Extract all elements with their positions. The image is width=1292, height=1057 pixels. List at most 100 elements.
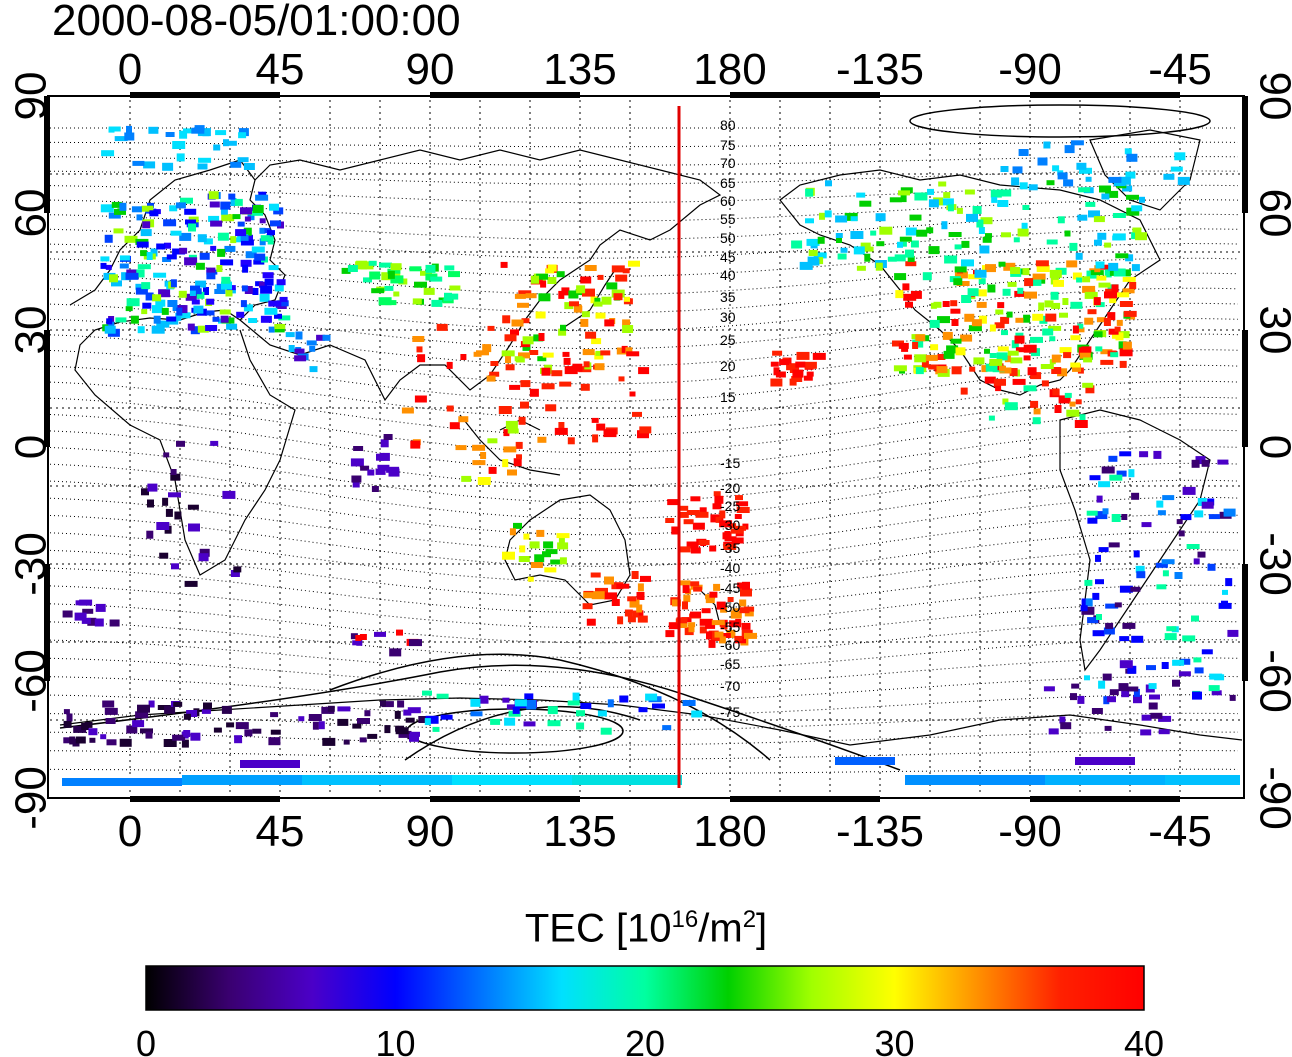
tec-cell — [195, 262, 205, 270]
tec-cell — [183, 128, 192, 134]
tec-cell — [951, 319, 959, 326]
tec-cell — [803, 375, 813, 381]
lon-label-bottom: 135 — [543, 807, 616, 856]
tec-cell — [268, 326, 275, 333]
tec-cell — [542, 352, 554, 358]
tec-cell — [69, 736, 76, 745]
tec-cell — [638, 367, 650, 375]
tec-cell — [203, 702, 212, 710]
tec-cell — [810, 258, 820, 266]
tec-cell — [1076, 277, 1083, 283]
tec-cell — [1133, 688, 1140, 697]
tec-cell — [1087, 517, 1098, 524]
tec-cell — [238, 128, 249, 137]
tec-cell — [243, 163, 255, 170]
tec-cell — [81, 723, 90, 730]
tec-cell — [505, 356, 511, 364]
tec-cell — [905, 301, 913, 308]
tec-cell — [517, 302, 529, 308]
tec-cell — [267, 230, 275, 236]
tec-cell — [1075, 252, 1083, 260]
contour-label: -50 — [720, 599, 740, 615]
tec-cell — [522, 336, 534, 345]
tec-cell — [739, 607, 750, 614]
tec-cell — [540, 280, 547, 288]
tec-cell — [537, 436, 547, 443]
tec-cell — [423, 287, 435, 295]
tec-cell — [987, 284, 996, 293]
tec-cell — [1018, 149, 1029, 156]
tec-cell — [719, 520, 733, 528]
tec-cell — [1094, 265, 1101, 273]
tec-cell — [679, 546, 691, 553]
tec-cell — [206, 267, 216, 273]
tec-cell — [682, 601, 688, 610]
tec-cell — [688, 622, 696, 628]
tec-cell — [581, 311, 590, 318]
tec-cell — [645, 693, 658, 701]
tec-cell — [943, 192, 951, 199]
contour-line — [49, 566, 1239, 614]
contour-label: 80 — [720, 117, 736, 133]
tec-cell — [383, 434, 393, 440]
tec-cell — [999, 365, 1006, 372]
tec-cell — [622, 325, 634, 333]
tec-cell — [978, 227, 985, 234]
contour-line — [49, 318, 1239, 367]
tec-cell — [225, 288, 233, 297]
tec-cell — [1014, 335, 1025, 344]
tec-cell — [629, 599, 640, 608]
tec-cell — [114, 136, 128, 142]
tec-cell — [1156, 584, 1167, 590]
tec-cell — [1118, 341, 1127, 350]
tec-cell — [1072, 272, 1082, 280]
tec-cell — [892, 340, 904, 347]
tec-cell — [1010, 357, 1023, 364]
lat-label-right: -30 — [1250, 532, 1292, 596]
tec-cell — [979, 245, 990, 254]
tec-cell — [1048, 728, 1059, 735]
tec-cell — [1069, 242, 1078, 251]
tec-cell — [806, 371, 814, 377]
tec-cell — [1225, 578, 1233, 587]
tec-cell — [213, 727, 222, 733]
contour-label: 35 — [720, 289, 736, 305]
tec-cell — [185, 293, 197, 301]
tec-cell — [1105, 603, 1119, 609]
tec-cell — [1103, 696, 1110, 705]
tec-cell — [813, 252, 827, 259]
tec-cell — [81, 617, 91, 624]
tec-cell — [109, 274, 118, 283]
tec-cell — [1070, 335, 1081, 341]
tec-cell — [1015, 317, 1024, 323]
tec-cell — [679, 511, 689, 518]
lon-label-top: -45 — [1148, 45, 1212, 94]
tec-cell — [1052, 388, 1060, 396]
tec-cell — [1032, 273, 1046, 280]
tec-cell — [183, 730, 191, 737]
tec-cell — [269, 203, 279, 211]
tec-cell — [947, 204, 954, 212]
tec-cell — [950, 300, 958, 307]
tec-cell — [178, 290, 187, 298]
tec-cell — [1053, 279, 1064, 287]
tec-cell — [690, 581, 700, 587]
tec-cell — [381, 701, 394, 708]
tec-cell — [739, 599, 747, 607]
tec-cell — [473, 351, 482, 357]
tec-cell — [1221, 600, 1228, 608]
tec-cell — [240, 259, 252, 267]
tec-cell — [509, 384, 521, 390]
tec-cell — [1101, 193, 1110, 200]
tec-cell — [226, 722, 235, 728]
tec-cell — [422, 690, 432, 696]
tec-cell — [985, 233, 992, 239]
tec-cell — [253, 259, 265, 265]
lat-label-left: 90 — [7, 72, 56, 121]
tec-cell — [1017, 287, 1024, 294]
tec-cell — [327, 705, 335, 712]
tec-cell — [472, 460, 486, 466]
tec-cell — [252, 205, 264, 213]
tec-cell — [1077, 323, 1084, 329]
